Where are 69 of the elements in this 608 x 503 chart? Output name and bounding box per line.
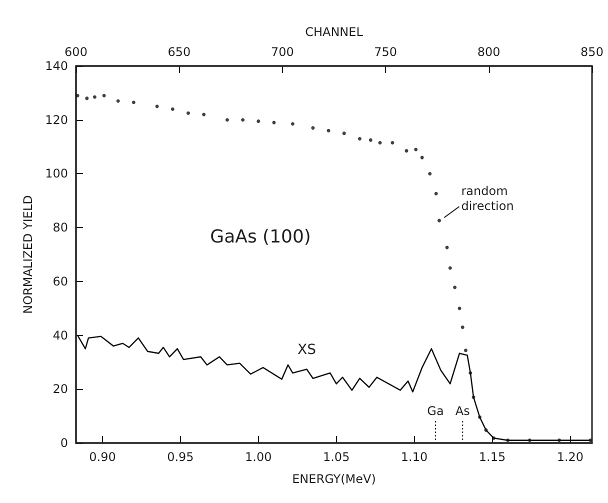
- y-tick-label: 100: [45, 166, 68, 181]
- y-tick-label: 60: [52, 274, 68, 288]
- y-tick-label: 120: [45, 112, 68, 127]
- point: [378, 140, 382, 144]
- ref-line-label: Ga: [427, 404, 444, 418]
- x2-tick-label: 750: [374, 45, 398, 59]
- point: [468, 371, 472, 375]
- point: [528, 438, 532, 442]
- point: [434, 192, 438, 196]
- point: [558, 438, 562, 442]
- x2-tick-label: 650: [168, 45, 191, 59]
- y-tick-label: 140: [45, 59, 68, 73]
- x-tick-label: 1.15: [478, 450, 506, 464]
- point: [92, 95, 96, 99]
- point: [458, 306, 462, 310]
- point: [342, 132, 346, 136]
- point: [428, 172, 432, 176]
- x-axis-title: ENERGY(MeV): [292, 472, 376, 486]
- point: [132, 100, 136, 104]
- x-tick-label: 1.05: [322, 450, 350, 464]
- x-tick-label: 1.20: [556, 450, 584, 464]
- point: [256, 119, 260, 123]
- x-tick-label: 0.95: [167, 450, 194, 464]
- point: [186, 111, 190, 115]
- point: [358, 136, 362, 140]
- point: [506, 438, 510, 442]
- y-tick-label: 80: [52, 220, 68, 235]
- point: [453, 286, 457, 290]
- point: [437, 218, 441, 222]
- series-label: random direction: [461, 184, 514, 214]
- point: [241, 118, 245, 122]
- x-tick-label: 1.10: [400, 450, 428, 464]
- y-tick-label: 20: [52, 382, 68, 396]
- point: [85, 96, 89, 100]
- point: [368, 138, 372, 142]
- point: [290, 122, 294, 126]
- point: [311, 126, 315, 130]
- series-label: XS: [297, 342, 316, 358]
- y-tick-label: 0: [60, 436, 68, 450]
- y-tick-label: 40: [52, 328, 68, 342]
- x-tick-label: 1.00: [245, 450, 272, 464]
- point: [464, 348, 468, 352]
- annotation: GaAs (100): [210, 226, 311, 248]
- x2-tick-label: 700: [270, 45, 294, 59]
- point: [390, 140, 394, 144]
- x2-tick-label: 600: [64, 45, 88, 59]
- point: [420, 156, 424, 160]
- point: [404, 149, 408, 153]
- point: [102, 94, 106, 98]
- point: [588, 438, 592, 442]
- point: [414, 148, 418, 152]
- ref-line-label: As: [455, 404, 470, 418]
- point: [170, 107, 174, 111]
- point: [460, 325, 464, 329]
- x2-tick-label: 800: [477, 45, 500, 59]
- point: [472, 395, 476, 399]
- y-axis-title: NORMALIZED YIELD: [21, 195, 36, 314]
- point: [326, 128, 330, 132]
- x2-axis-title: CHANNEL: [305, 25, 364, 39]
- line-series: [76, 334, 592, 441]
- x-tick-label: 0.90: [89, 450, 116, 464]
- point: [202, 112, 206, 116]
- x2-tick-label: 850: [580, 45, 604, 59]
- point: [155, 104, 159, 108]
- point: [448, 266, 452, 270]
- point: [478, 415, 482, 419]
- point: [492, 436, 496, 440]
- point: [225, 118, 229, 122]
- point: [76, 94, 80, 98]
